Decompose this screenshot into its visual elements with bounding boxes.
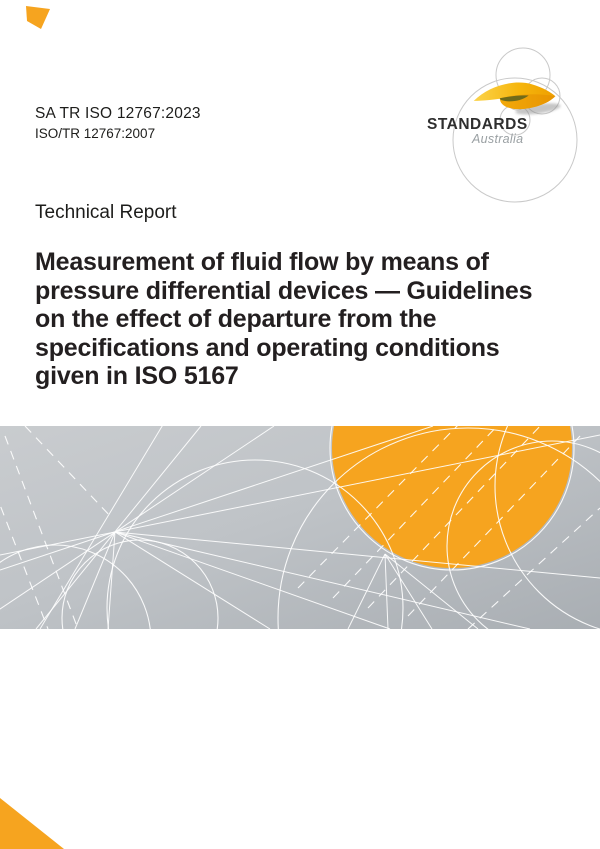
document-title: Measurement of fluid flow by means of pr…	[35, 248, 580, 391]
title-line: on the effect of departure from the	[35, 305, 437, 333]
document-id-secondary: ISO/TR 12767:2007	[35, 126, 156, 141]
corner-accent-bottom-left-icon	[0, 798, 64, 849]
document-identifiers: SA TR ISO 12767:2023 ISO/TR 12767:2007	[35, 105, 201, 141]
banner-orange-circle	[332, 426, 572, 568]
document-type-label: Technical Report	[35, 202, 177, 223]
standards-australia-logo: STANDARDS Australia	[415, 40, 585, 205]
banner-geometry-icon	[0, 426, 600, 629]
logo-wordmark: STANDARDS	[427, 116, 528, 133]
standards-australia-logo-icon: STANDARDS Australia	[427, 47, 578, 203]
corner-accent-top-left-icon	[26, 6, 50, 29]
title-line: Measurement of fluid flow by means of	[35, 248, 489, 276]
document-id-primary: SA TR ISO 12767:2023	[35, 105, 201, 122]
title-line: pressure differential devices — Guidelin…	[35, 276, 533, 305]
logo-region: Australia	[471, 132, 523, 146]
title-line: specifications and operating conditions	[35, 333, 500, 362]
cover-banner-artwork	[0, 426, 600, 629]
title-line: given in ISO 5167	[35, 362, 239, 390]
